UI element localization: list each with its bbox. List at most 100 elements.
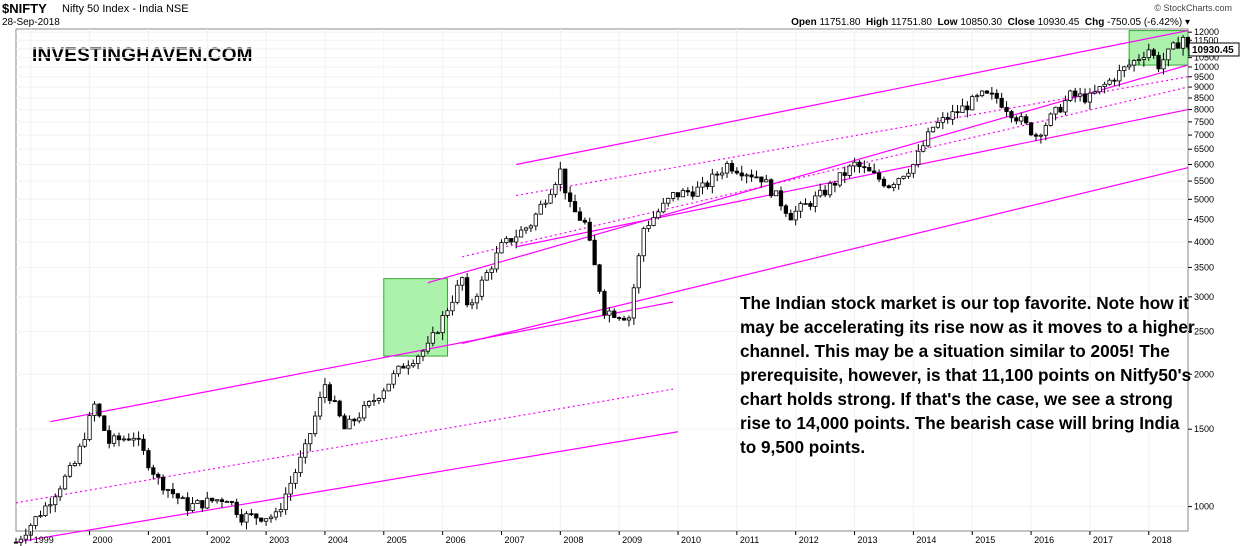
candle-down [1028, 122, 1034, 136]
candle-up [773, 190, 779, 197]
chart-date: 28-Sep-2018 [2, 17, 60, 28]
candle-down [465, 277, 470, 306]
candle-up [641, 228, 646, 257]
candle-down [867, 166, 872, 172]
candle-up [450, 301, 455, 312]
y-tick-label: 3500 [1194, 262, 1214, 272]
candle-down [563, 168, 568, 194]
candle-up [925, 131, 931, 147]
candle-up [626, 317, 632, 321]
candle-up [357, 417, 362, 422]
candle-up [381, 390, 386, 399]
candle-up [293, 472, 298, 484]
y-tick-label: 1000 [1194, 502, 1214, 512]
candle-down [229, 501, 234, 503]
candle-up [670, 192, 676, 199]
candle-up [813, 195, 818, 207]
candle-up [837, 172, 842, 186]
highlight-box [383, 278, 449, 357]
low-value: 10850.30 [960, 17, 1003, 28]
candle-down [857, 161, 862, 168]
analysis-note: The Indian stock market is our top favor… [740, 293, 1195, 457]
candle-up [700, 182, 705, 188]
candle-down [754, 176, 759, 179]
candle-down [577, 211, 583, 221]
channel-line [15, 388, 674, 504]
candle-up [484, 272, 489, 281]
candle-down [401, 365, 406, 369]
candle-up [803, 203, 808, 205]
plot-area [15, 28, 1189, 532]
candle-down [842, 172, 847, 176]
candle-up [975, 95, 980, 98]
candle-up [891, 184, 896, 188]
candle-down [1024, 116, 1029, 124]
candle-down [582, 219, 587, 223]
candle-down [136, 437, 141, 440]
y-tick-label: 12000 [1194, 27, 1219, 37]
candle-up [646, 225, 651, 229]
candle-down [1156, 55, 1161, 70]
candle-down [1014, 117, 1019, 122]
candle-down [1176, 42, 1181, 49]
candle-up [440, 315, 445, 334]
candle-up [62, 475, 68, 490]
y-tick-label: 4000 [1194, 237, 1214, 247]
chart-symbol: $NIFTY [2, 1, 47, 16]
high-value: 11751.80 [891, 17, 932, 28]
y-tick-label: 10500 [1194, 53, 1219, 63]
candle-up [651, 217, 656, 226]
candle-up [72, 463, 77, 467]
candle-up [33, 516, 38, 526]
candle-up [195, 500, 200, 505]
candle-up [362, 405, 367, 419]
candle-up [666, 197, 671, 204]
chart-credit: © StockCharts.com [1154, 3, 1232, 13]
dropdown-arrow-icon[interactable]: ▾ [1184, 17, 1190, 28]
candle-up [1092, 91, 1097, 94]
candle-down [509, 238, 514, 243]
candle-up [38, 515, 43, 518]
x-tick-label: 2018 [1152, 535, 1172, 545]
candle-up [28, 525, 33, 536]
candle-up [131, 437, 136, 441]
candle-down [602, 290, 607, 316]
candle-up [1180, 36, 1186, 49]
candle-up [1127, 64, 1132, 68]
candle-up [1019, 116, 1024, 122]
candle-up [896, 178, 901, 185]
candle-down [116, 435, 122, 441]
candle-up [906, 172, 911, 177]
candle-up [180, 497, 185, 500]
candle-up [636, 255, 641, 289]
ohlc-stats: Open 11751.80 High 11751.80 Low 10850.30… [791, 17, 1190, 28]
candle-up [366, 401, 372, 406]
y-tick-label: 11500 [1194, 35, 1218, 45]
candle-up [979, 90, 985, 97]
candle-up [469, 302, 475, 306]
candle-up [273, 511, 279, 518]
candle-down [1033, 134, 1039, 137]
candle-up [43, 505, 48, 516]
y-tick-label: 8500 [1194, 93, 1214, 103]
candle-up [940, 117, 945, 123]
candle-down [1082, 93, 1088, 103]
open-value: 11751.80 [819, 17, 861, 28]
candle-up [460, 277, 465, 286]
channel-line [15, 431, 679, 543]
y-tick-label: 6000 [1194, 159, 1214, 169]
candle-up [435, 332, 440, 335]
x-tick-label: 1999 [34, 535, 54, 545]
candle-down [881, 178, 887, 187]
candle-up [224, 501, 229, 503]
candle-up [376, 398, 381, 401]
candle-down [729, 163, 735, 172]
candle-down [249, 513, 254, 516]
x-tick-label: 2005 [387, 535, 407, 545]
candle-up [720, 172, 725, 176]
candle-up [744, 174, 749, 177]
last-price-tag-box [1188, 42, 1240, 57]
candle-down [778, 190, 784, 207]
candle-up [1161, 59, 1166, 70]
